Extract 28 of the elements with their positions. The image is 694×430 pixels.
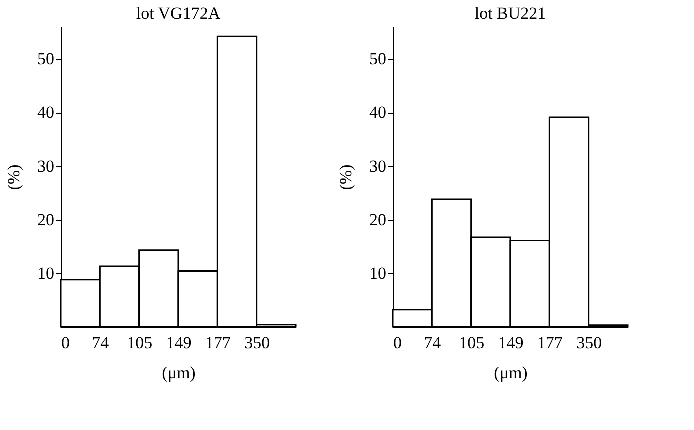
chart-title: lot VG172A [136,4,222,23]
y-tick-label: 20 [370,210,386,230]
text: 149 [166,334,192,352]
x-axis-title: (μm) [162,364,196,382]
text: 105 [459,334,485,352]
y-tick-label: 20 [38,210,54,230]
text: 350 [576,334,602,352]
y-tick-label: 10 [370,264,386,283]
y-tick-label: 30 [370,156,386,176]
y-tick-label: 50 [38,50,54,69]
y-axis-title: (%) [4,164,24,190]
text: 0 [394,334,402,352]
y-tick-label: 30 [38,156,54,176]
y-tick-label: 10 [38,264,54,283]
text: 149 [498,334,524,352]
text: 74 [92,334,110,352]
text: 0 [62,334,70,352]
text: 177 [537,334,564,352]
text: 177 [205,334,232,352]
text: 74 [424,334,442,352]
y-tick-label: 40 [370,103,386,122]
x-axis-title: (μm) [494,364,528,382]
y-tick-label: 40 [38,103,54,122]
text: 350 [244,334,270,352]
y-axis-title: (%) [336,164,356,190]
chart-title: lot BU221 [474,4,546,23]
y-tick-label: 50 [370,50,386,69]
text: 105 [127,334,153,352]
